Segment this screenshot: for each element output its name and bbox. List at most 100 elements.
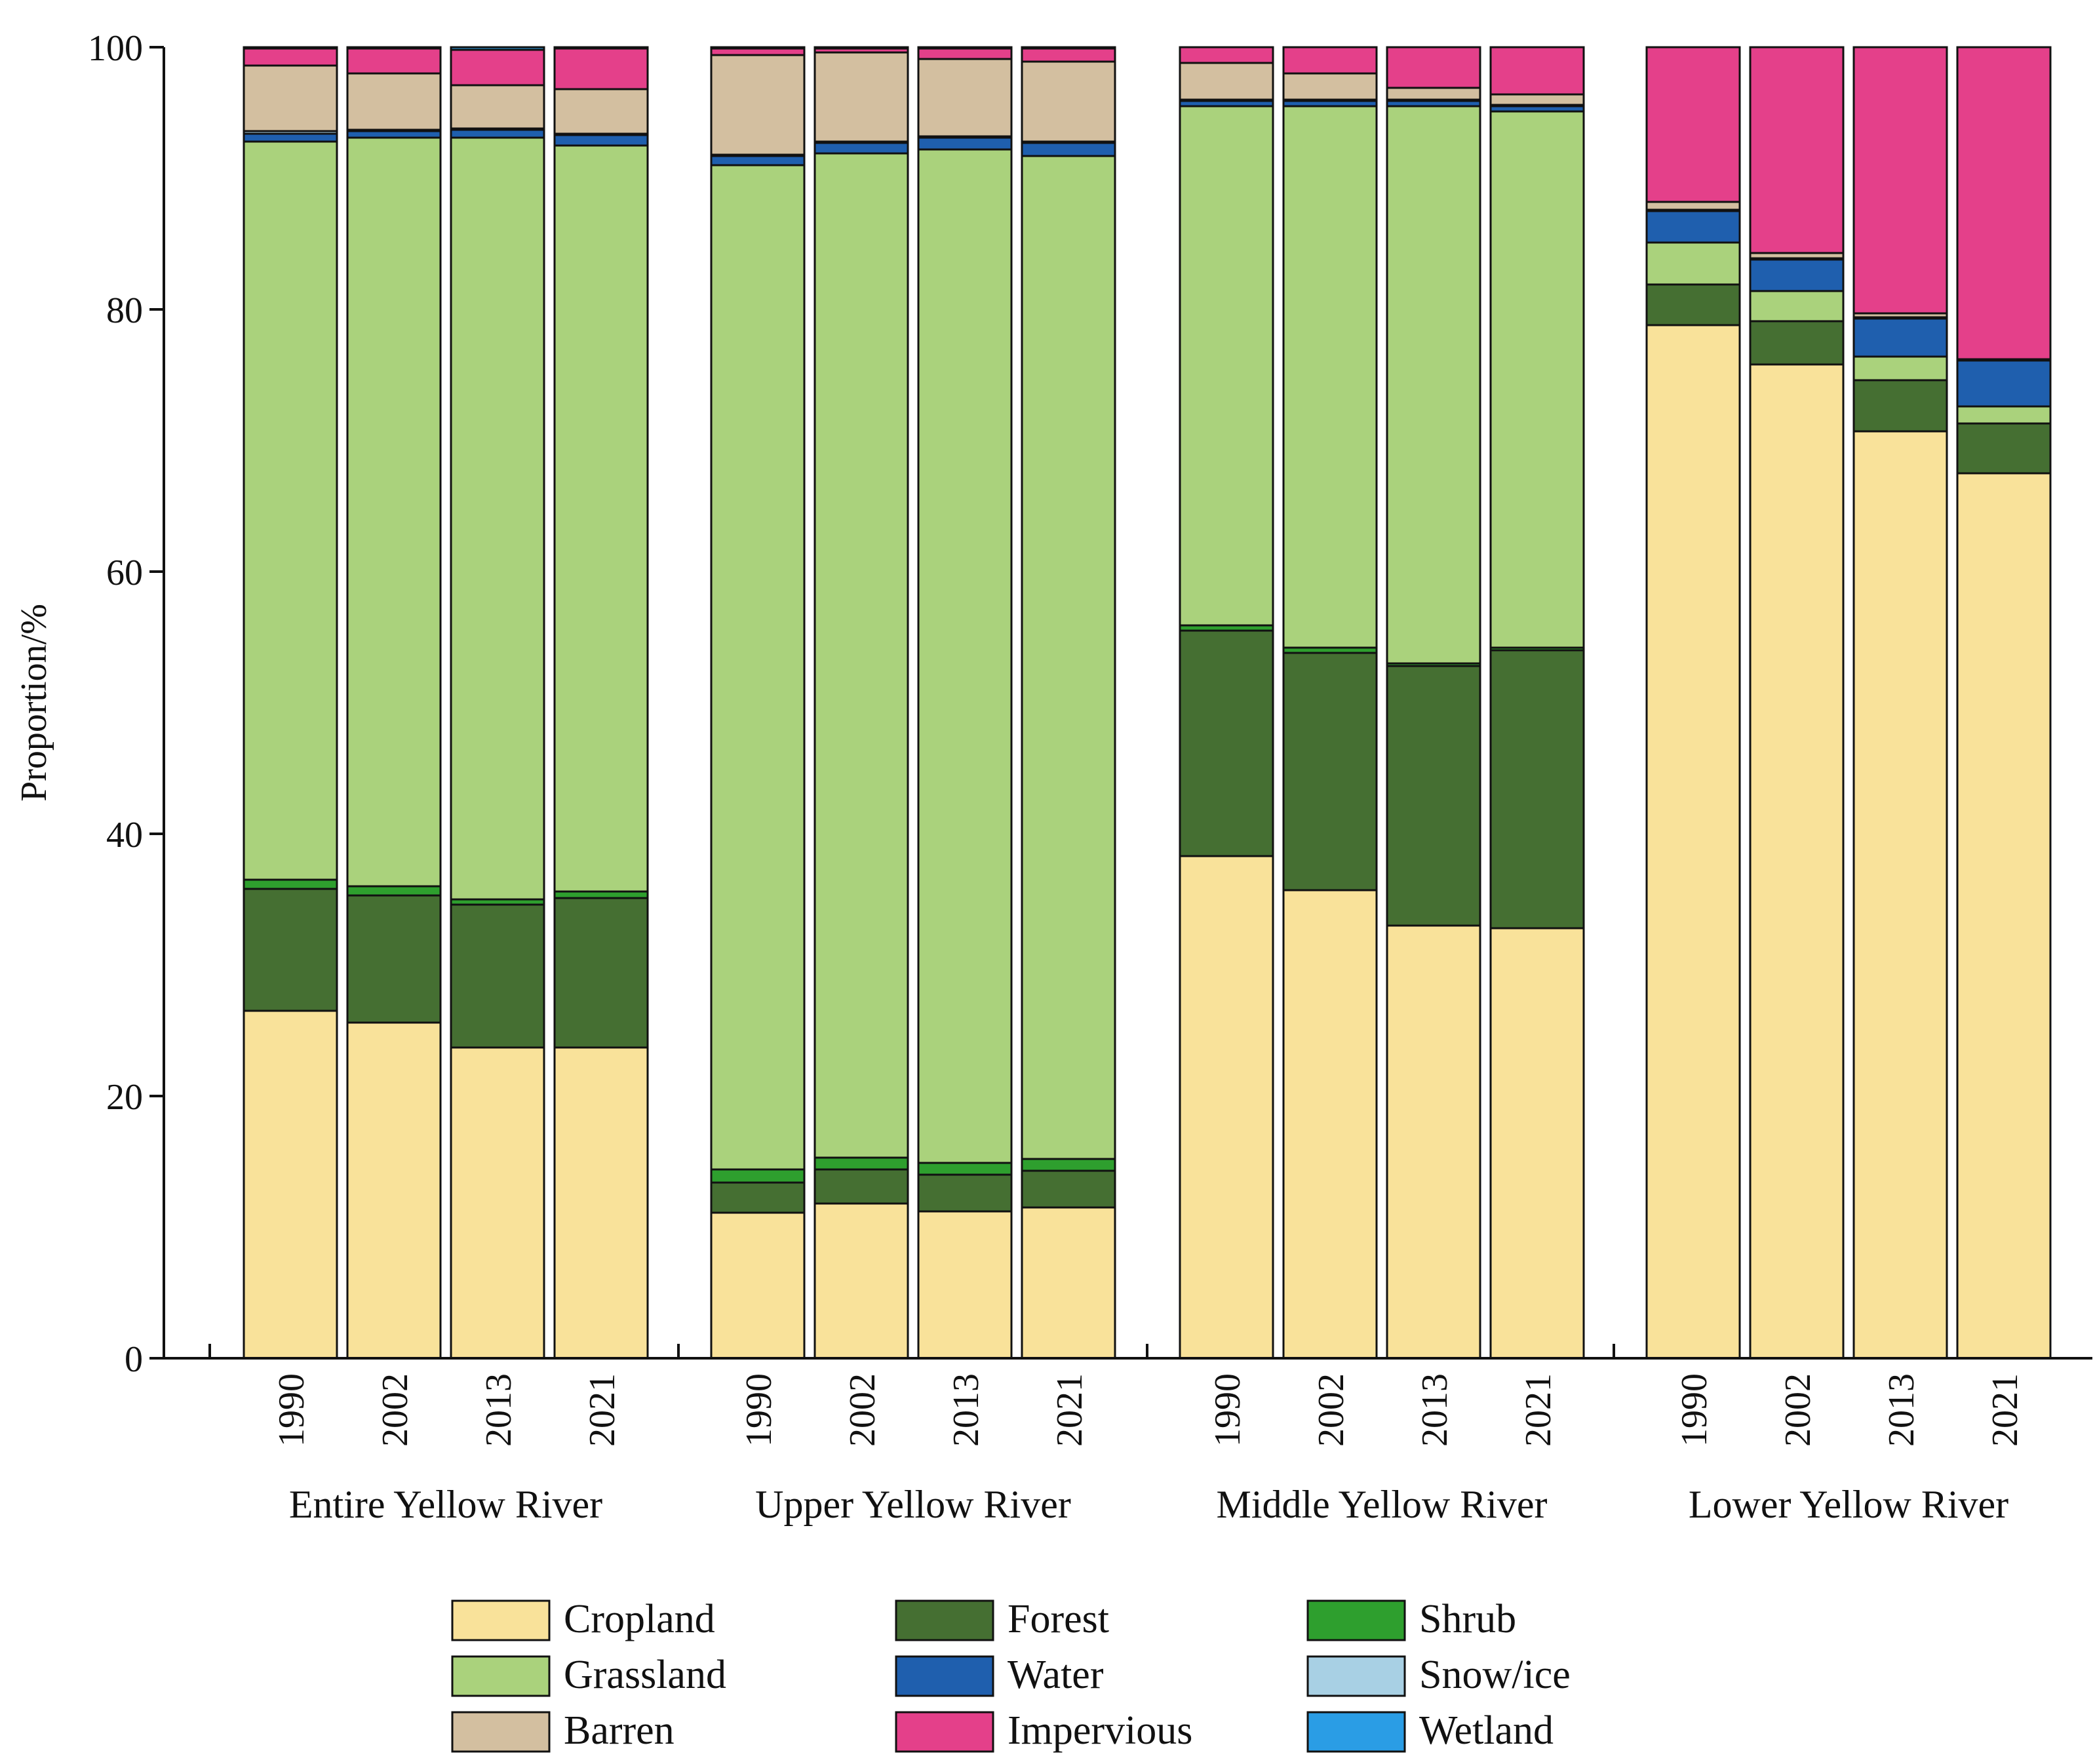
bar-segment-water: [553, 134, 649, 147]
bar-segment-forest: [1386, 665, 1481, 927]
bar-segment-impervious: [1956, 46, 2052, 361]
bar-segment-cropland: [1749, 363, 1845, 1360]
x-tick-label: 2021: [582, 1373, 623, 1447]
bar-segment-impervious: [346, 47, 442, 75]
group-label: Lower Yellow River: [1689, 1483, 2008, 1526]
bar-segment-barren: [346, 72, 442, 131]
bar-segment-cropland: [710, 1211, 806, 1360]
bar-segment-water: [813, 142, 909, 155]
legend-swatch: [451, 1599, 551, 1641]
legend-item-wetland: Wetland: [1306, 1708, 1554, 1753]
bar-segment-barren: [553, 88, 649, 135]
bar-segment-barren: [1179, 62, 1274, 101]
legend: Cropland Forest Shrub Grassland Water Snow/ic…: [451, 1597, 1571, 1753]
bar-segment-barren: [917, 58, 1013, 138]
y-tick-label: 60: [106, 553, 143, 593]
y-tick-label: 40: [106, 815, 143, 855]
legend-label: Snow/ice: [1419, 1653, 1571, 1697]
bar-segment-grassland: [813, 152, 909, 1159]
bar-segment-barren: [243, 64, 338, 132]
bar-segment-water: [710, 155, 806, 167]
legend-swatch: [1306, 1655, 1406, 1697]
legend-item-forest: Forest: [895, 1597, 1109, 1641]
bar-segment-shrub: [813, 1156, 909, 1171]
bar-segment-forest: [346, 894, 442, 1024]
bar-segment-grassland: [710, 164, 806, 1171]
bar-segment-cropland: [1956, 472, 2052, 1360]
x-tick-label: 2002: [1311, 1373, 1352, 1447]
legend-label: Grassland: [564, 1653, 726, 1697]
y-axis-label: Proportion/%: [14, 604, 54, 802]
legend-item-shrub: Shrub: [1306, 1597, 1516, 1641]
bar-segment-barren: [450, 84, 545, 130]
y-tick-label: 0: [125, 1339, 143, 1380]
x-tick-label: 1990: [1674, 1373, 1715, 1447]
bar-segment-impervious: [1645, 46, 1741, 203]
bar-segment-cropland: [1021, 1206, 1116, 1360]
bar-segment-cropland: [450, 1046, 545, 1360]
legend-label: Shrub: [1419, 1597, 1516, 1641]
group-labels: Entire Yellow River Upper Yellow River Mid…: [289, 1483, 2008, 1526]
bar-segment-water: [1956, 359, 2052, 408]
bar-segment-cropland: [1852, 430, 1948, 1360]
bar-segment-wetland: [553, 46, 649, 50]
bar-segment-shrub: [710, 1168, 806, 1184]
legend-label: Barren: [564, 1708, 675, 1753]
bar-segment-impervious: [1749, 46, 1845, 254]
bar-segment-water: [243, 132, 338, 143]
group-label: Entire Yellow River: [289, 1483, 602, 1526]
x-ticks: 1990 2002 2013 2021 1990 2002 2013 2021 1990 2002…: [208, 1344, 2026, 1447]
legend-item-cropland: Cropland: [451, 1597, 715, 1641]
bar-segment-forest: [1956, 422, 2052, 475]
bar-segment-grassland: [553, 144, 649, 893]
bar-segment-wetland: [450, 46, 545, 51]
bar-segment-barren: [1645, 201, 1741, 211]
group-label: Upper Yellow River: [755, 1483, 1071, 1526]
legend-swatch: [1306, 1599, 1406, 1641]
bar-segment-forest: [1852, 379, 1948, 433]
bar-segment-impervious: [1021, 47, 1116, 63]
bar-segment-wetland: [243, 46, 338, 50]
legend-label: Wetland: [1419, 1708, 1554, 1753]
bar-segment-cropland: [243, 1009, 338, 1360]
x-tick-label: 2013: [946, 1373, 987, 1447]
x-tick-label: 1990: [1207, 1373, 1248, 1447]
bar-segment-grassland: [243, 140, 338, 881]
axes: [163, 47, 2092, 1360]
bar-segment-cropland: [1179, 855, 1274, 1360]
bar-segment-water: [1021, 142, 1116, 157]
y-tick-label: 20: [106, 1077, 143, 1118]
bar-segment-impervious: [553, 47, 649, 90]
bar-segment-grassland: [1956, 405, 2052, 425]
bar-segment-grassland: [1282, 105, 1378, 649]
legend-swatch: [895, 1711, 994, 1753]
legend-label: Forest: [1008, 1597, 1109, 1641]
x-tick-label: 1990: [271, 1373, 312, 1447]
x-tick-label: 1990: [739, 1373, 779, 1447]
legend-item-water: Water: [895, 1653, 1104, 1697]
x-tick-label: 2013: [479, 1373, 519, 1447]
x-tick-label: 2021: [1049, 1373, 1090, 1447]
bar-segment-wetland: [346, 46, 442, 50]
legend-swatch: [895, 1599, 994, 1641]
legend-item-impervious: Impervious: [895, 1708, 1192, 1753]
y-ticks: 0 20 40 60 80 100: [88, 28, 164, 1380]
bar-segment-forest: [1749, 320, 1845, 366]
bar-segment-impervious: [917, 47, 1013, 60]
bar-segment-impervious: [1179, 46, 1274, 64]
bar-segment-barren: [813, 51, 909, 143]
bar-segment-cropland: [1489, 927, 1585, 1360]
bar-segment-water: [917, 136, 1013, 151]
y-tick-label: 100: [88, 28, 143, 69]
bar-segment-grassland: [450, 136, 545, 901]
bar-segment-grassland: [1645, 241, 1741, 286]
bar-segment-forest: [243, 888, 338, 1012]
legend-label: Cropland: [564, 1597, 715, 1641]
group-label: Middle Yellow River: [1216, 1483, 1547, 1526]
bar-segment-grassland: [1852, 355, 1948, 382]
x-tick-label: 2002: [375, 1373, 416, 1447]
x-tick-label: 2013: [1881, 1373, 1922, 1447]
bar-segment-grassland: [1489, 110, 1585, 649]
bar-segment-barren: [1282, 72, 1378, 101]
